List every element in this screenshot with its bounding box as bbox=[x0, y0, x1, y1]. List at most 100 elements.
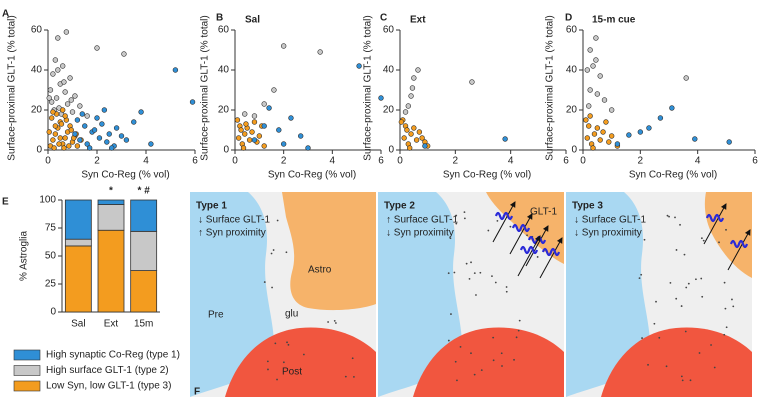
y-tick-label: 50 bbox=[45, 251, 57, 262]
y-tick-label: 25 bbox=[45, 279, 57, 290]
scatter-point bbox=[74, 143, 81, 149]
scatter-point bbox=[356, 63, 362, 69]
type-title: Type 2 bbox=[384, 201, 415, 212]
scatter-point bbox=[251, 119, 258, 125]
scatter-point bbox=[123, 137, 130, 143]
glutamate-dot bbox=[491, 275, 493, 278]
glutamate-dot bbox=[653, 322, 656, 325]
postsynapse bbox=[413, 327, 564, 397]
chart-title: 15-m cue bbox=[592, 15, 636, 26]
x-tick-label: 6 bbox=[192, 156, 198, 167]
glutamate-dot bbox=[731, 298, 733, 301]
glutamate-dot bbox=[456, 379, 458, 382]
scatter-point bbox=[614, 141, 621, 147]
scatter-point bbox=[280, 141, 287, 147]
glutamate-dot bbox=[287, 343, 290, 346]
glt1-transporter bbox=[729, 239, 749, 249]
y-axis-label: Surface-proximal GLT-1 (% total) bbox=[363, 15, 374, 160]
diagram-panel: Type 2 ↑ Surface GLT-1 ↓ Syn proximity GLT-… bbox=[378, 192, 564, 397]
y-tick-label: 100 bbox=[39, 195, 56, 206]
glutamate-dot bbox=[698, 352, 701, 354]
scatter-point bbox=[411, 125, 417, 131]
scatter-point bbox=[52, 131, 59, 137]
glutamate-dot bbox=[526, 234, 528, 237]
scatter-point bbox=[646, 125, 652, 131]
scatter-point bbox=[413, 137, 420, 143]
scatter-point bbox=[51, 145, 57, 151]
glutamate-dot bbox=[492, 336, 495, 339]
y-tick-label: 40 bbox=[218, 65, 230, 76]
scatter-point bbox=[96, 135, 103, 141]
scatter-point bbox=[683, 75, 689, 81]
glutamate-dot bbox=[509, 225, 512, 228]
y-tick-label: 20 bbox=[218, 105, 230, 116]
legend-label: High surface GLT-1 (type 2) bbox=[46, 365, 169, 376]
x-tick-label: Sal bbox=[71, 319, 85, 330]
y-axis-label: Surface-proximal GLT-1 (% total) bbox=[7, 15, 18, 160]
scatter-point bbox=[597, 137, 603, 143]
glutamate-dot bbox=[468, 278, 471, 280]
scatter-point bbox=[79, 111, 86, 117]
scatter-point bbox=[48, 115, 55, 121]
y-tick-label: 20 bbox=[566, 105, 578, 116]
glutamate-dot bbox=[725, 228, 727, 231]
bar-segment bbox=[97, 204, 125, 231]
scatter-point bbox=[608, 133, 615, 139]
scatter-point bbox=[280, 43, 287, 49]
region-label: glu bbox=[285, 309, 298, 320]
scatter-point bbox=[47, 87, 54, 93]
glutamate-dot bbox=[675, 297, 678, 300]
significance-mark: * bbox=[109, 186, 113, 197]
legend-swatch bbox=[13, 349, 41, 361]
x-tick-label: 2 bbox=[453, 156, 459, 167]
scatter-point bbox=[84, 113, 90, 119]
glutamate-dot bbox=[702, 239, 705, 242]
scatter-point bbox=[240, 145, 247, 151]
x-tick-label: 6 bbox=[563, 156, 569, 167]
scatter-point bbox=[50, 137, 56, 143]
scatter-point bbox=[583, 117, 589, 123]
glutamate-dot bbox=[271, 286, 273, 289]
y-tick-label: 0 bbox=[223, 145, 229, 156]
glutamate-dot bbox=[513, 358, 515, 361]
glutamate-dot bbox=[353, 375, 355, 378]
x-axis-label: Syn Co-Reg (% vol) bbox=[629, 170, 717, 181]
glutamate-dot bbox=[669, 282, 672, 284]
glutamate-dot bbox=[517, 329, 520, 332]
panel-letter: D bbox=[565, 13, 572, 24]
x-tick-label: 4 bbox=[330, 156, 336, 167]
scatter-point bbox=[59, 63, 66, 69]
glt1-transporter bbox=[519, 245, 539, 255]
scatter-point bbox=[408, 131, 414, 137]
scatter-point bbox=[77, 137, 83, 143]
scatter-point bbox=[104, 139, 110, 145]
scatter-point bbox=[68, 97, 74, 103]
scatter-point bbox=[593, 57, 599, 63]
glutamate-dot bbox=[689, 379, 692, 382]
glutamate-dot bbox=[450, 313, 452, 315]
glt1-transporter bbox=[541, 247, 561, 257]
bar-segment bbox=[130, 270, 158, 313]
glutamate-dot bbox=[724, 307, 727, 310]
scatter-point bbox=[66, 143, 72, 149]
glutamate-dot bbox=[668, 215, 670, 218]
scatter-point bbox=[55, 67, 61, 73]
y-tick-label: 40 bbox=[31, 65, 43, 76]
x-tick-label: 0 bbox=[45, 156, 51, 167]
glutamate-dot bbox=[496, 219, 499, 222]
type-title: Type 3 bbox=[572, 201, 603, 212]
glutamate-dot bbox=[640, 273, 643, 276]
scatter-point bbox=[251, 113, 258, 119]
scatter-point bbox=[411, 75, 417, 81]
postsynapse bbox=[225, 327, 376, 397]
scatter-point bbox=[606, 139, 612, 145]
x-tick-label: Ext bbox=[104, 319, 119, 330]
x-tick-label: 6 bbox=[752, 156, 758, 167]
glt1-transporter bbox=[705, 213, 725, 223]
glutamate-dot bbox=[463, 211, 466, 214]
glutamate-dot bbox=[713, 366, 716, 369]
y-tick-label: 60 bbox=[383, 25, 395, 36]
glutamate-dot bbox=[695, 278, 697, 281]
x-tick-label: 4 bbox=[695, 156, 701, 167]
